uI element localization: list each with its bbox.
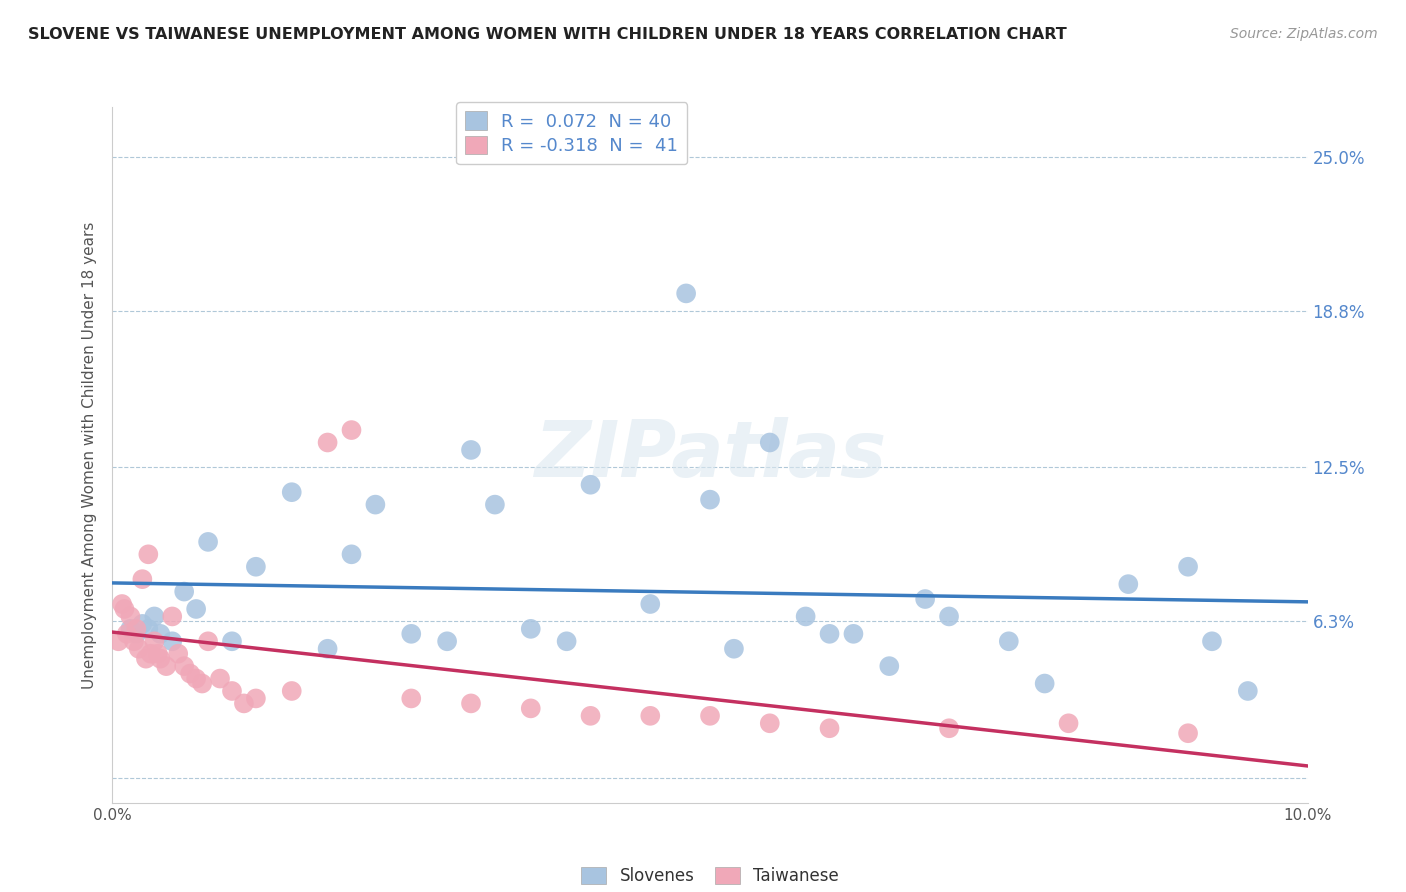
- Text: SLOVENE VS TAIWANESE UNEMPLOYMENT AMONG WOMEN WITH CHILDREN UNDER 18 YEARS CORRE: SLOVENE VS TAIWANESE UNEMPLOYMENT AMONG …: [28, 27, 1067, 42]
- Point: [460, 442, 482, 457]
- Point: [842, 627, 865, 641]
- Point: [938, 721, 960, 735]
- Point: [877, 659, 900, 673]
- Point: [460, 697, 482, 711]
- Point: [173, 659, 195, 673]
- Point: [221, 684, 243, 698]
- Point: [208, 672, 231, 686]
- Point: [1116, 577, 1139, 591]
- Point: [555, 634, 578, 648]
- Point: [173, 584, 195, 599]
- Y-axis label: Unemployment Among Women with Children Under 18 years: Unemployment Among Women with Children U…: [82, 221, 97, 689]
- Point: [135, 651, 157, 665]
- Point: [340, 423, 363, 437]
- Point: [162, 634, 183, 648]
- Point: [1177, 726, 1199, 740]
- Point: [125, 627, 148, 641]
- Point: [1201, 634, 1223, 648]
- Point: [107, 634, 129, 648]
- Point: [401, 691, 423, 706]
- Point: [120, 609, 142, 624]
- Point: [162, 609, 183, 624]
- Point: [179, 666, 201, 681]
- Point: [149, 627, 172, 641]
- Point: [120, 622, 142, 636]
- Text: Source: ZipAtlas.com: Source: ZipAtlas.com: [1230, 27, 1378, 41]
- Point: [191, 676, 214, 690]
- Point: [699, 492, 721, 507]
- Point: [401, 627, 423, 641]
- Point: [638, 708, 662, 723]
- Point: [281, 485, 304, 500]
- Point: [233, 697, 256, 711]
- Point: [794, 609, 817, 624]
- Point: [143, 609, 166, 624]
- Point: [111, 597, 134, 611]
- Point: [436, 634, 458, 648]
- Point: [122, 634, 145, 648]
- Point: [818, 721, 841, 735]
- Point: [186, 672, 208, 686]
- Point: [143, 634, 166, 648]
- Point: [131, 616, 153, 631]
- Point: [723, 641, 745, 656]
- Point: [245, 691, 267, 706]
- Point: [221, 634, 243, 648]
- Point: [167, 647, 190, 661]
- Point: [938, 609, 960, 624]
- Point: [149, 651, 172, 665]
- Point: [638, 597, 662, 611]
- Point: [197, 634, 219, 648]
- Point: [364, 498, 387, 512]
- Point: [128, 641, 150, 656]
- Point: [115, 627, 138, 641]
- Point: [146, 647, 169, 661]
- Point: [197, 535, 219, 549]
- Point: [155, 659, 177, 673]
- Point: [125, 622, 148, 636]
- Point: [484, 498, 506, 512]
- Point: [759, 435, 782, 450]
- Point: [1237, 684, 1260, 698]
- Point: [675, 286, 697, 301]
- Point: [520, 622, 543, 636]
- Point: [138, 547, 160, 561]
- Point: [579, 708, 602, 723]
- Point: [114, 602, 135, 616]
- Point: [998, 634, 1021, 648]
- Text: ZIPatlas: ZIPatlas: [534, 417, 886, 493]
- Point: [340, 547, 363, 561]
- Legend: Slovenes, Taiwanese: Slovenes, Taiwanese: [575, 861, 845, 892]
- Point: [139, 647, 162, 661]
- Point: [818, 627, 841, 641]
- Point: [699, 708, 721, 723]
- Point: [245, 559, 267, 574]
- Point: [914, 592, 936, 607]
- Point: [316, 641, 339, 656]
- Point: [759, 716, 782, 731]
- Point: [1057, 716, 1080, 731]
- Point: [1177, 559, 1199, 574]
- Point: [1033, 676, 1056, 690]
- Point: [520, 701, 543, 715]
- Point: [131, 572, 153, 586]
- Point: [316, 435, 339, 450]
- Point: [281, 684, 304, 698]
- Point: [138, 622, 160, 636]
- Point: [579, 477, 602, 491]
- Point: [186, 602, 208, 616]
